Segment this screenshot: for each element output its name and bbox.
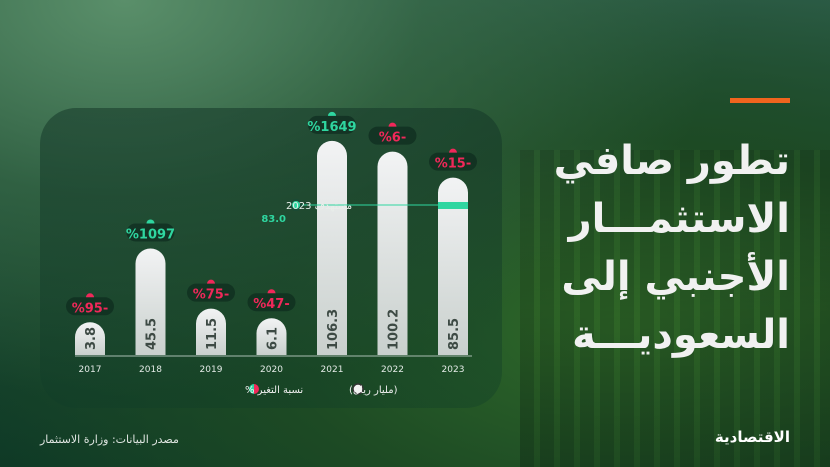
up-indicator-icon [146,219,155,224]
white-circle-icon [352,383,364,395]
legend-label: (مليار ريال) [349,385,398,396]
change-label: %1649 [307,120,356,135]
value-label: 106.3 [326,309,341,350]
change-badge [187,283,235,302]
bar-2019 [196,308,226,355]
value-label: 11.5 [205,318,220,350]
value-label: 45.5 [145,318,160,350]
logo: الاقتصادية [714,428,790,446]
change-label: %1097 [126,227,175,242]
change-badge [429,152,477,171]
bar-2022 [377,151,408,355]
down-indicator-icon [86,293,94,298]
down-indicator-icon [267,289,276,294]
change-label: %47- [253,297,290,312]
legend-label: نسبة التغير % [245,385,303,396]
change-label: %6- [379,131,406,146]
target-band [438,202,468,209]
change-label: %95- [72,301,109,316]
change-badge [247,293,296,312]
title-line: الاستثمـــار [568,196,790,242]
x-tick-label: 2021 [321,365,344,375]
chart-panel [40,108,502,408]
city-background [520,150,830,467]
source-note: مصدر البيانات: وزارة الاستثمار [40,433,179,446]
x-tick-label: 2018 [139,365,162,375]
change-badge [126,223,175,242]
x-tick-label: 2019 [200,365,223,375]
target-value: 83.0 [261,214,286,225]
x-tick-label: 2017 [79,365,102,375]
up-indicator-icon [328,111,336,116]
down-indicator-icon [207,279,215,284]
value-label: 85.5 [447,318,462,350]
green-red-circle-icon [254,384,259,394]
down-indicator-icon [449,148,457,153]
x-tick-label: 2022 [381,365,404,375]
bar-2018 [135,248,166,355]
title-line: الأجنبي إلى [561,254,790,300]
bar-2020 [256,318,287,355]
x-tick-label: 2023 [442,365,465,375]
value-label: 100.2 [387,309,402,350]
target-label: مستهدف 2023 [286,201,352,212]
change-label: %15- [435,157,472,172]
page-title: تطور صافي الاستثمـــار الأجنبي إلى السعو… [510,132,790,364]
value-label: 6.1 [266,327,281,350]
value-label: 3.8 [84,327,99,350]
change-badge [308,115,356,134]
green-red-circle-icon [249,384,254,394]
x-tick-label: 2020 [260,365,283,375]
change-badge [368,126,417,145]
bar-2017 [75,322,105,355]
accent-bar [730,98,790,103]
change-label: %75- [193,288,230,303]
title-line: السعوديـــة [572,312,790,358]
down-indicator-icon [388,122,397,127]
bar-2023 [438,177,468,355]
title-line: تطور صافي [553,138,790,184]
target-dot-icon [290,199,302,211]
bar-2021 [317,140,347,355]
change-badge [66,297,114,316]
